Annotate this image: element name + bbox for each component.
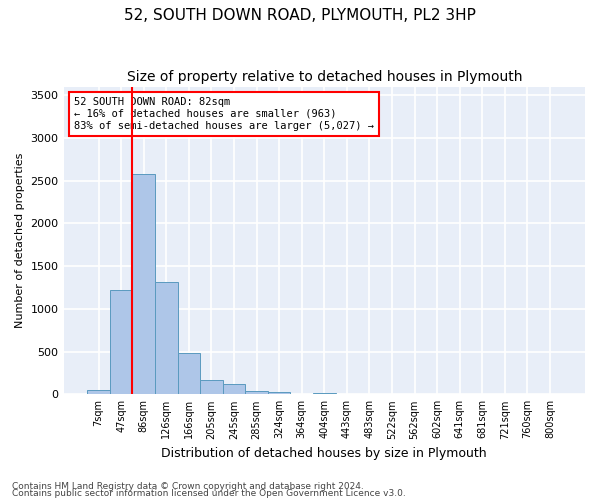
X-axis label: Distribution of detached houses by size in Plymouth: Distribution of detached houses by size …	[161, 447, 487, 460]
Bar	[178, 354, 200, 395]
Text: 52, SOUTH DOWN ROAD, PLYMOUTH, PL2 3HP: 52, SOUTH DOWN ROAD, PLYMOUTH, PL2 3HP	[124, 8, 476, 22]
Bar	[155, 282, 178, 395]
Bar	[245, 391, 268, 394]
Bar	[87, 390, 110, 394]
Bar	[200, 380, 223, 394]
Bar	[223, 384, 245, 394]
Text: 52 SOUTH DOWN ROAD: 82sqm
← 16% of detached houses are smaller (963)
83% of semi: 52 SOUTH DOWN ROAD: 82sqm ← 16% of detac…	[74, 98, 374, 130]
Bar	[110, 290, 133, 395]
Bar	[133, 174, 155, 394]
Title: Size of property relative to detached houses in Plymouth: Size of property relative to detached ho…	[127, 70, 522, 84]
Bar	[268, 392, 290, 394]
Text: Contains public sector information licensed under the Open Government Licence v3: Contains public sector information licen…	[12, 489, 406, 498]
Y-axis label: Number of detached properties: Number of detached properties	[15, 152, 25, 328]
Text: Contains HM Land Registry data © Crown copyright and database right 2024.: Contains HM Land Registry data © Crown c…	[12, 482, 364, 491]
